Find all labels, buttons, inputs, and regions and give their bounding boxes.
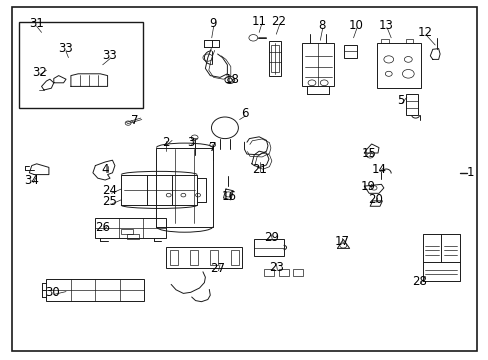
Text: 26: 26: [95, 221, 110, 234]
Bar: [166, 247, 242, 268]
Text: 25: 25: [102, 195, 117, 208]
Bar: [264, 269, 273, 276]
Text: 7: 7: [130, 114, 138, 127]
Bar: [271, 45, 278, 72]
Text: 5: 5: [396, 94, 404, 107]
Text: 2: 2: [162, 136, 170, 149]
Bar: [95, 218, 166, 238]
Text: 17: 17: [334, 235, 349, 248]
Text: 20: 20: [367, 193, 382, 206]
Text: 1: 1: [466, 166, 473, 179]
Text: 11: 11: [251, 15, 266, 28]
Bar: [405, 39, 412, 43]
Text: 23: 23: [268, 261, 283, 274]
Bar: [169, 250, 177, 265]
Text: 33: 33: [59, 42, 73, 55]
Bar: [302, 43, 333, 86]
Text: 31: 31: [29, 17, 44, 30]
Text: 6: 6: [240, 107, 248, 120]
Text: 21: 21: [251, 163, 266, 176]
Text: 27: 27: [210, 262, 224, 275]
Text: 29: 29: [264, 231, 278, 244]
Bar: [127, 234, 139, 239]
Bar: [381, 39, 388, 43]
Text: 10: 10: [348, 19, 363, 32]
Text: 4: 4: [101, 163, 109, 176]
Text: 28: 28: [411, 275, 426, 288]
Text: 9: 9: [208, 17, 216, 30]
Bar: [405, 94, 417, 115]
Bar: [278, 269, 288, 276]
Bar: [343, 45, 357, 58]
Bar: [190, 250, 198, 265]
Text: 18: 18: [224, 73, 239, 86]
Text: 13: 13: [378, 19, 393, 32]
Text: 8: 8: [317, 19, 325, 32]
Bar: [254, 239, 283, 256]
Bar: [293, 269, 303, 276]
Text: 12: 12: [417, 26, 432, 39]
Text: 24: 24: [102, 184, 117, 197]
Text: 7: 7: [208, 141, 216, 154]
Bar: [268, 41, 281, 76]
Text: 3: 3: [186, 136, 194, 149]
Bar: [121, 229, 133, 234]
Text: 19: 19: [360, 180, 375, 193]
Text: 15: 15: [361, 147, 376, 159]
Bar: [230, 250, 238, 265]
Text: 33: 33: [102, 49, 117, 62]
Bar: [19, 22, 143, 108]
Bar: [210, 250, 218, 265]
Text: 34: 34: [24, 174, 39, 186]
Text: 32: 32: [32, 66, 46, 78]
Bar: [46, 279, 144, 301]
Text: 30: 30: [45, 286, 60, 299]
Bar: [376, 43, 420, 88]
Text: 16: 16: [221, 190, 236, 203]
Text: 22: 22: [271, 15, 285, 28]
Text: 14: 14: [371, 163, 386, 176]
